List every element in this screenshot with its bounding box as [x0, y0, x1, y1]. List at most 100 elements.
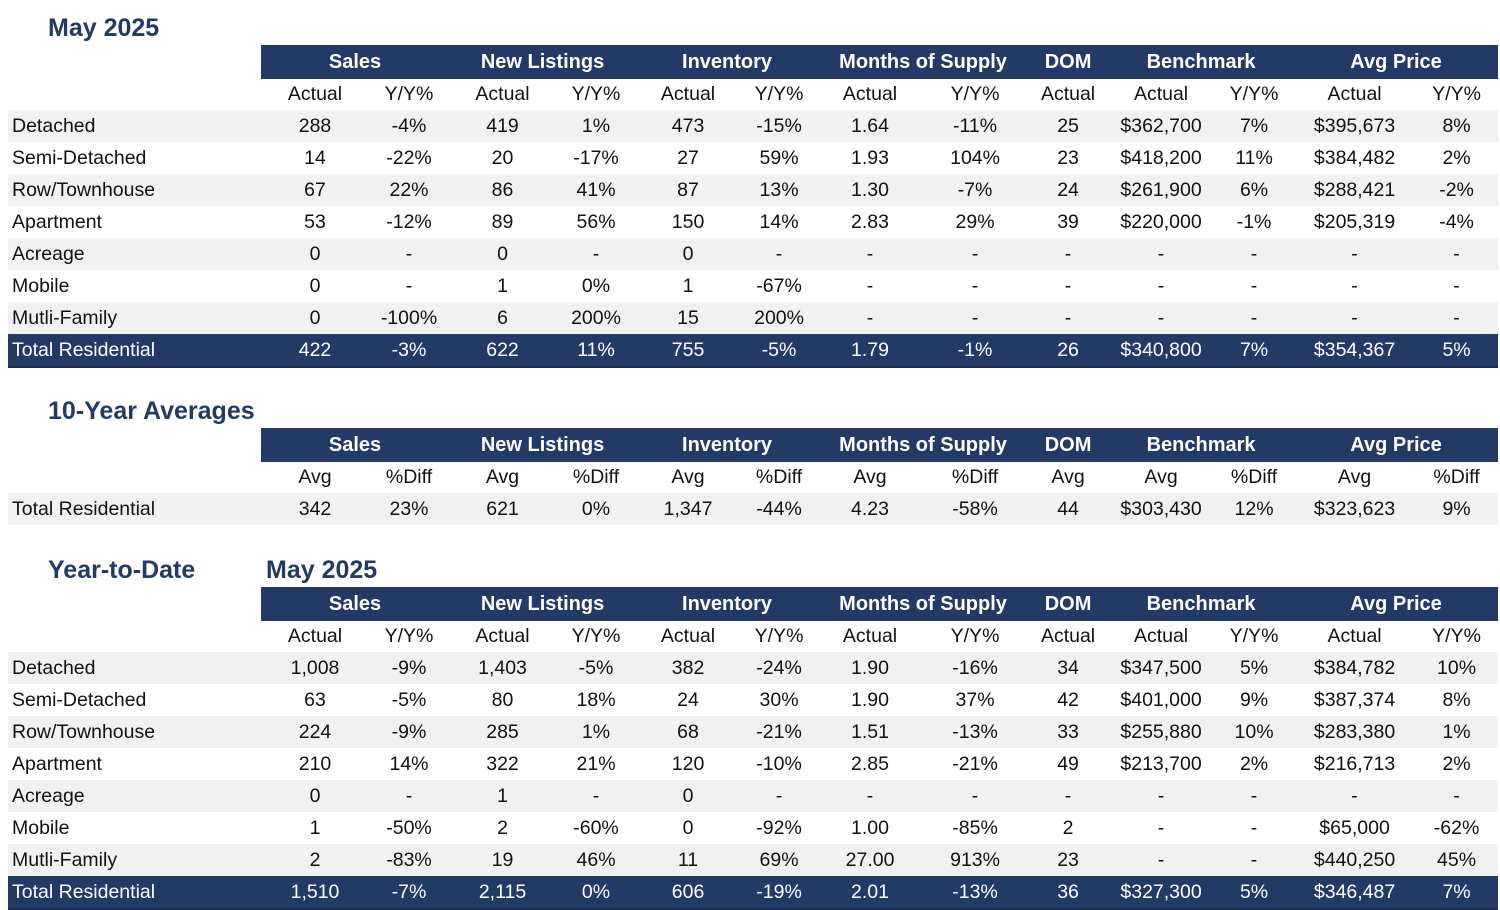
- table-cell: $303,430: [1108, 493, 1215, 525]
- total-cell: 422: [261, 334, 369, 368]
- sub-header-spacer: [8, 79, 261, 110]
- table-cell: 87: [636, 174, 741, 206]
- table-cell: 2: [261, 844, 369, 876]
- table-cell: -: [1453, 274, 1460, 297]
- table-cell: 24: [1028, 174, 1109, 206]
- table-cell: -60%: [573, 816, 619, 839]
- table-cell: 0: [636, 238, 741, 270]
- group-header-cell: Avg Price: [1294, 587, 1499, 621]
- table-cell: -: [922, 780, 1029, 812]
- table-cell: -44%: [740, 493, 819, 525]
- total-cell: 26: [1028, 334, 1109, 368]
- total-cell: 11%: [556, 334, 637, 368]
- table-cell: 342: [261, 493, 369, 525]
- table-cell: -10%: [756, 752, 802, 775]
- table-cell: 0: [261, 780, 369, 812]
- table-cell: $261,900: [1108, 174, 1215, 206]
- ytd-stats-table: Sales New Listings Inventory Months of Supp…: [8, 587, 1499, 910]
- table-cell: 68: [636, 716, 741, 748]
- ytd-section-title: Year-to-Date: [48, 556, 196, 584]
- table-cell: 104%: [950, 146, 1000, 169]
- sub-header-row: Actual Y/Y% Actual Y/Y% Actual Y/Y% Actual Y/Y%…: [8, 621, 1499, 652]
- table-cell: 41%: [556, 174, 637, 206]
- sub-header-cell: Y/Y%: [1214, 79, 1295, 110]
- table-cell: 42: [1057, 688, 1079, 711]
- table-cell: 1: [449, 780, 557, 812]
- sub-header-cell: Actual: [261, 621, 369, 652]
- table-cell: 15: [636, 302, 741, 334]
- table-cell: -: [1415, 780, 1499, 812]
- table-cell: -: [1157, 816, 1165, 839]
- ytd-section-subtitle: May 2025: [266, 556, 378, 584]
- total-cell: -13%: [922, 876, 1029, 910]
- sub-header-cell: Actual: [1028, 79, 1109, 110]
- total-row-label: Total Residential: [8, 334, 261, 368]
- table-cell: 419: [449, 110, 557, 142]
- total-cell: $346,487: [1294, 876, 1416, 910]
- sub-header-cell: Avg: [818, 462, 923, 493]
- table-row: Total Residential 342 23% 621 0% 1,347 -44% 4.2…: [8, 493, 1499, 525]
- sub-header-cell: Actual: [449, 79, 557, 110]
- table-row: Semi-Detached 63 -5% 80 18% 24 30% 1.90 37% 42 $40…: [8, 684, 1498, 716]
- table-cell: -2%: [1415, 174, 1499, 206]
- sub-header-cell: Avg: [1294, 462, 1416, 493]
- group-header-cell: Months of Supply: [818, 428, 1029, 462]
- table-row: Mobile 1 -50% 2 -60% 0 -92% 1.00 -85% 2 - - $65,000 -…: [8, 812, 1498, 844]
- table-cell: -1%: [1236, 210, 1272, 233]
- table-cell: 285: [449, 716, 557, 748]
- table-cell: -: [1214, 238, 1295, 270]
- table-cell: $395,673: [1294, 110, 1416, 142]
- total-cell: -7%: [369, 876, 450, 910]
- total-cell: -1%: [922, 334, 1029, 368]
- total-cell: 1.79: [818, 334, 923, 368]
- table-cell: -: [1108, 780, 1215, 812]
- sub-header-cell: Y/Y%: [1214, 621, 1295, 652]
- sub-header-cell: Actual: [1028, 621, 1109, 652]
- table-cell: 1: [682, 274, 694, 297]
- sub-header-cell: %Diff: [922, 462, 1029, 493]
- table-cell: $387,374: [1313, 688, 1396, 711]
- table-cell: -: [369, 780, 450, 812]
- table-cell: 473: [636, 110, 741, 142]
- table-cell: 29%: [955, 210, 995, 233]
- table-cell: 4.23: [818, 493, 923, 525]
- table-cell: 13%: [740, 174, 819, 206]
- table-cell: -4%: [369, 110, 450, 142]
- table-cell: 150: [671, 210, 705, 233]
- table-cell: $216,713: [1313, 752, 1396, 775]
- sub-header-cell: Y/Y%: [556, 621, 637, 652]
- table-cell: 56%: [576, 210, 616, 233]
- table-cell: 1.93: [851, 146, 889, 169]
- row-label: Detached: [8, 110, 261, 142]
- table-cell: -7%: [922, 174, 1029, 206]
- table-cell: -: [1415, 238, 1499, 270]
- table-cell: -: [866, 274, 874, 297]
- table-cell: $283,380: [1294, 716, 1416, 748]
- table-cell: $255,880: [1108, 716, 1215, 748]
- table-cell: 9%: [1415, 493, 1499, 525]
- sub-header-cell: Avg: [636, 462, 741, 493]
- group-header-cell: Benchmark: [1108, 587, 1295, 621]
- table-cell: 21%: [576, 752, 616, 775]
- table-cell: 14%: [759, 210, 799, 233]
- table-cell: 2: [1062, 816, 1074, 839]
- table-cell: 59%: [759, 146, 799, 169]
- table-cell: -: [922, 302, 1029, 334]
- table-cell: -24%: [740, 652, 819, 684]
- sub-header-cell: Actual: [636, 79, 741, 110]
- table-cell: 14: [304, 146, 326, 169]
- sub-header-spacer: [8, 621, 261, 652]
- table-cell: -50%: [386, 816, 432, 839]
- group-header-cell: New Listings: [449, 45, 637, 79]
- total-row: Total Residential 1,510 -7% 2,115 0% 606 -19% 2…: [8, 876, 1499, 910]
- table-row: Mutli-Family 2 -83% 19 46% 11 69% 27.00 913% 23- -…: [8, 844, 1499, 876]
- table-cell: -: [1250, 816, 1258, 839]
- table-cell: 1%: [1415, 716, 1499, 748]
- table-cell: -92%: [756, 816, 802, 839]
- table-cell: 2.83: [851, 210, 889, 233]
- sub-header-cell: Y/Y%: [922, 79, 1029, 110]
- sub-header-cell: Actual: [1108, 621, 1215, 652]
- total-cell: 622: [449, 334, 557, 368]
- table-cell: 1.30: [818, 174, 923, 206]
- table-cell: 0: [261, 302, 369, 334]
